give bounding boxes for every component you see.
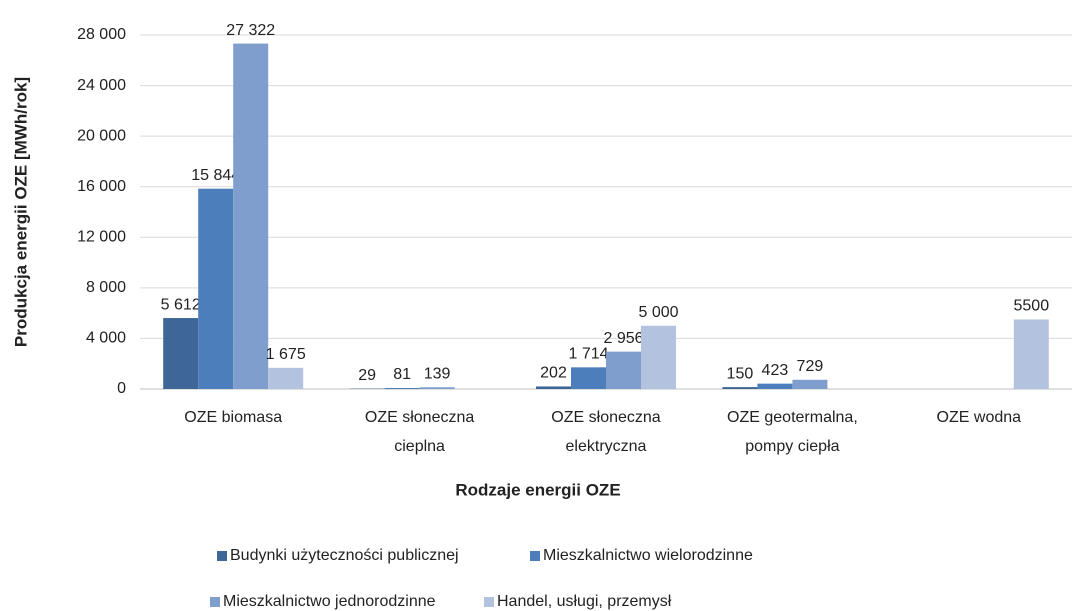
data-label: 139 <box>424 365 451 382</box>
y-tick-label: 8 000 <box>86 279 126 296</box>
y-tick-label: 24 000 <box>77 77 126 94</box>
bar <box>384 387 420 389</box>
legend-label: Mieszkalnictwo wielorodzinne <box>543 547 753 564</box>
bar <box>571 367 606 389</box>
bar <box>606 351 641 389</box>
x-tick-label: OZE wodna <box>937 409 1022 426</box>
data-label: 423 <box>762 362 789 379</box>
legend-swatch <box>210 597 220 607</box>
x-tick-label: elektryczna <box>566 438 647 455</box>
y-tick-label: 12 000 <box>77 229 126 246</box>
legend-label: Budynki użyteczności publicznej <box>230 547 459 564</box>
data-label: 1 675 <box>266 346 306 363</box>
data-label: 15 844 <box>191 167 240 184</box>
bar <box>722 387 758 389</box>
y-tick-label: 20 000 <box>77 127 126 144</box>
bar <box>233 43 269 389</box>
bar <box>268 367 304 389</box>
bar <box>419 387 455 389</box>
bar <box>641 325 676 389</box>
bar <box>163 318 199 389</box>
data-label: 5 000 <box>638 304 678 321</box>
x-tick-label: pompy ciepła <box>745 438 839 455</box>
x-tick-label: OZE biomasa <box>184 409 282 426</box>
legend-swatch <box>530 551 540 561</box>
data-label: 1 714 <box>568 346 608 363</box>
data-label: 2 956 <box>603 330 643 347</box>
legend-label: Mieszkalnictwo jednorodzinne <box>223 593 436 610</box>
data-label: 27 322 <box>226 22 275 39</box>
data-label: 729 <box>797 358 824 375</box>
y-tick-label: 0 <box>117 380 126 397</box>
x-tick-label: OZE słoneczna <box>365 409 474 426</box>
y-tick-label: 16 000 <box>77 178 126 195</box>
bar <box>792 379 828 389</box>
y-tick-label: 4 000 <box>86 330 126 347</box>
y-tick-label: 28 000 <box>77 26 126 43</box>
x-tick-label: OZE słoneczna <box>551 409 660 426</box>
bar <box>198 188 234 389</box>
x-tick-label: cieplna <box>394 438 445 455</box>
data-label: 81 <box>393 366 411 383</box>
bar <box>536 386 571 389</box>
legend-label: Handel, usługi, przemysł <box>497 593 672 610</box>
data-label: 202 <box>540 365 567 382</box>
x-tick-label: OZE geotermalna, <box>727 409 858 426</box>
data-label: 150 <box>727 365 754 382</box>
data-label: 29 <box>358 367 376 384</box>
legend-swatch <box>484 597 494 607</box>
bar <box>757 383 793 389</box>
y-axis-title: Produkcja energii OZE [MWh/rok] <box>11 77 30 347</box>
bar <box>1013 319 1049 389</box>
legend-swatch <box>217 551 227 561</box>
data-label: 5500 <box>1014 298 1050 315</box>
x-axis-title: Rodzaje energii OZE <box>455 480 620 499</box>
data-label: 5 612 <box>161 296 201 313</box>
